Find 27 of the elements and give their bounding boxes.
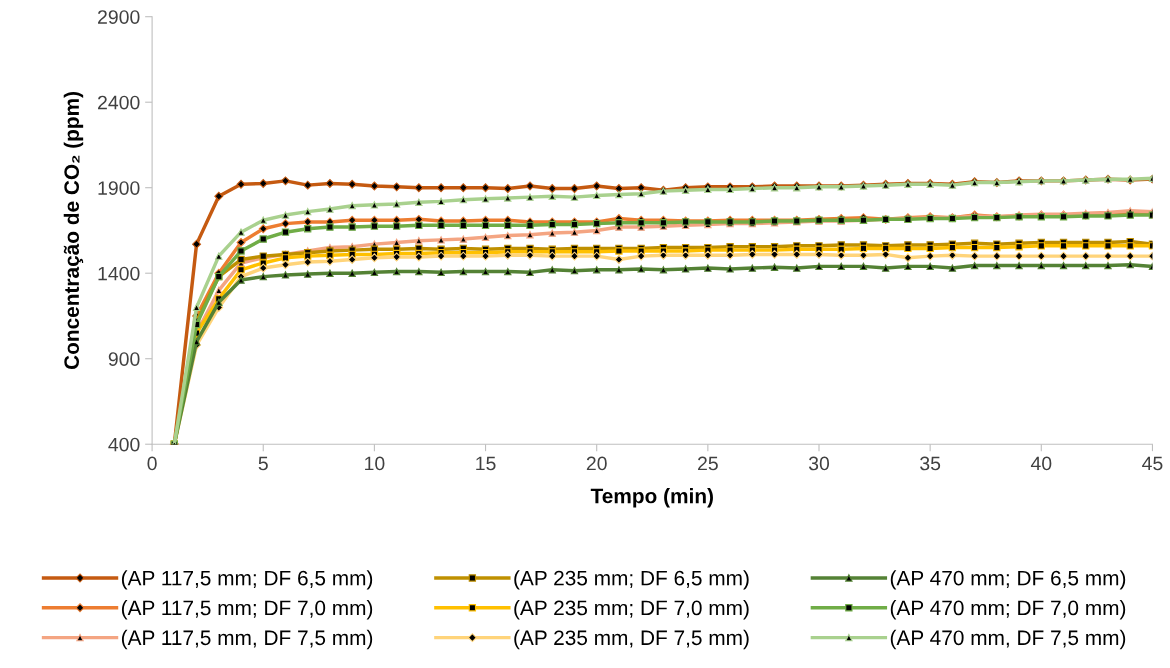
x-tick-label: 20 <box>586 456 607 471</box>
x-tick-label: 30 <box>808 456 830 471</box>
y-tick-label: 2900 <box>98 10 140 24</box>
x-tick-label: 40 <box>1030 456 1052 471</box>
y-axis-title: Concentração de CO₂ (ppm) <box>63 92 84 370</box>
legend-label: (AP 470 mm; DF 7,0 mm) <box>890 599 1126 620</box>
legend-label: (AP 117,5 mm; DF 7,0 mm) <box>121 599 373 620</box>
x-tick-label: 15 <box>476 456 496 471</box>
y-tick-label: 900 <box>108 352 140 366</box>
y-tick-label: 1900 <box>98 181 140 195</box>
legend-label: (AP 117,5 mm, DF 7,5 mm) <box>121 629 373 650</box>
legend-label: (AP 117,5 mm; DF 6,5 mm) <box>121 570 373 590</box>
legend-label: (AP 470 mm; DF 6,5 mm) <box>890 570 1126 590</box>
x-tick-label: 25 <box>698 456 718 471</box>
y-tick-label: 400 <box>108 437 140 452</box>
x-axis-title: Tempo (min) <box>590 488 713 508</box>
x-tick-label: 45 <box>1142 456 1163 471</box>
legend-label: (AP 235 mm; DF 6,5 mm) <box>514 570 749 590</box>
legend-label: (AP 235 mm; DF 7,0 mm) <box>514 599 749 620</box>
legend-label: (AP 470 mm, DF 7,5 mm) <box>890 629 1126 650</box>
x-tick-label: 10 <box>365 456 385 471</box>
y-tick-label: 1400 <box>98 266 140 281</box>
x-tick-label: 5 <box>258 456 268 471</box>
y-tick-label: 2400 <box>98 95 140 110</box>
legend-label: (AP 235 mm, DF 7,5 mm) <box>514 629 749 650</box>
x-tick-label: 35 <box>920 456 941 471</box>
x-tick-label: 0 <box>147 456 157 471</box>
